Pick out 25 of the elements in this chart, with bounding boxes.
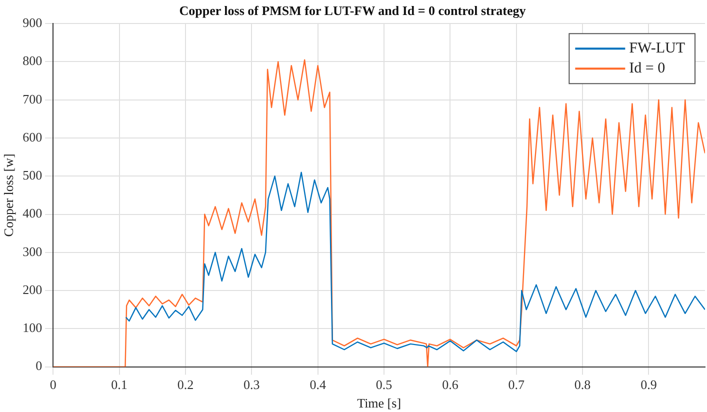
x-tick-label: 0.7 [508,377,526,392]
x-tick-label: 0 [50,377,56,392]
x-tick-label: 0.1 [111,377,128,392]
y-tick-label: 100 [22,320,42,336]
y-tick-label: 300 [22,244,42,259]
x-tick-label: 0.6 [442,377,459,392]
y-tick-label: 0 [36,358,42,374]
x-tick-label: 0.5 [376,377,392,392]
x-tick-label: 0.9 [640,377,657,392]
y-tick-label: 400 [22,206,42,221]
legend-label: FW-LUT [629,40,686,57]
x-axis-title: Time [s] [357,396,402,411]
y-tick-label: 200 [22,282,42,297]
y-axis-title: Copper loss [w] [1,154,16,237]
y-tick-label: 700 [22,91,42,106]
y-tick-label: 500 [22,168,42,183]
x-tick-label: 0.8 [574,377,591,392]
y-tick-label: 900 [22,15,42,30]
y-tick-label: 800 [22,53,42,68]
x-tick-label: 0.2 [177,377,194,392]
y-tick-label: 600 [22,129,42,144]
chart-title: Copper loss of PMSM for LUT-FW and Id = 0 control strategy [179,3,526,18]
legend-label: Id = 0 [629,60,666,77]
x-tick-label: 0.4 [310,377,326,392]
x-tick-label: 0.3 [244,377,260,392]
